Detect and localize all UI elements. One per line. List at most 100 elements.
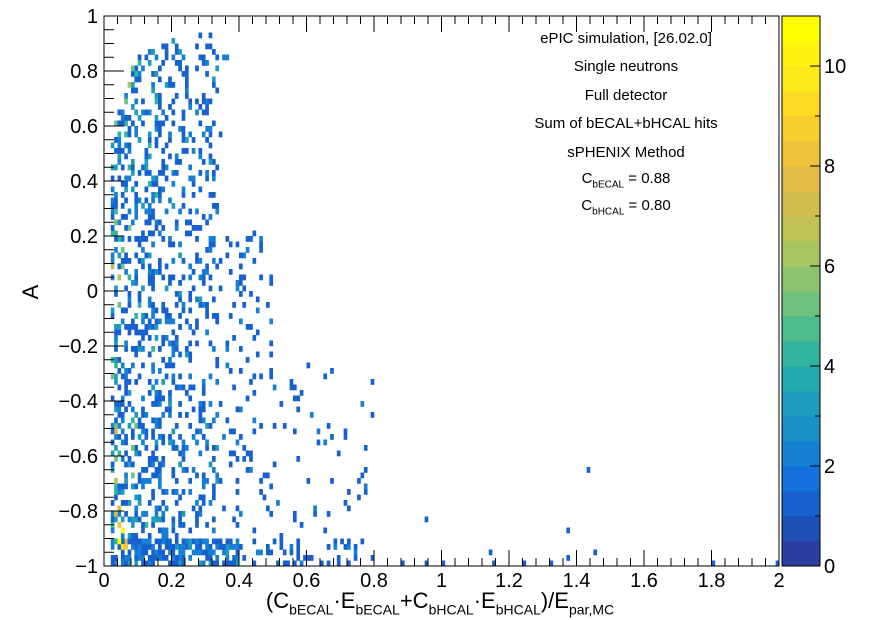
heatmap-cell	[178, 296, 182, 303]
heatmap-cell	[117, 522, 122, 528]
heatmap-cell	[205, 43, 209, 50]
heatmap-cell	[178, 555, 182, 561]
heatmap-cell	[144, 197, 149, 204]
heatmap-cell	[208, 340, 213, 347]
heatmap-cell	[212, 120, 216, 127]
heatmap-cell	[360, 401, 365, 407]
heatmap-cell	[178, 280, 182, 286]
heatmap-cell	[228, 560, 233, 567]
heatmap-cell	[188, 357, 193, 363]
heatmap-cell	[171, 428, 176, 435]
heatmap-cell	[306, 478, 311, 484]
heatmap-cell	[178, 450, 182, 457]
heatmap-cell	[171, 318, 176, 325]
heatmap-cell	[178, 461, 182, 468]
heatmap-cell	[228, 368, 233, 374]
heatmap-cell	[181, 186, 186, 193]
heatmap-cell	[208, 500, 213, 506]
heatmap-cell	[141, 406, 145, 413]
heatmap-cell	[225, 346, 230, 352]
heatmap-cell	[110, 175, 115, 182]
heatmap-cell	[151, 181, 155, 187]
heatmap-cell	[178, 511, 182, 517]
heatmap-cell	[171, 82, 176, 88]
heatmap-cell	[154, 225, 159, 231]
heatmap-cell	[188, 296, 193, 303]
heatmap-cell	[141, 467, 145, 473]
heatmap-cell	[198, 450, 203, 457]
heatmap-cell	[151, 269, 155, 275]
color-scale-swatch	[782, 166, 820, 192]
heatmap-cell	[117, 219, 122, 226]
heatmap-cell	[164, 489, 169, 495]
heatmap-cell	[316, 428, 321, 435]
heatmap-cell	[134, 65, 139, 72]
heatmap-cell	[171, 181, 176, 187]
heatmap-cell	[158, 76, 162, 83]
heatmap-cell	[198, 225, 203, 231]
heatmap-cell	[127, 302, 132, 308]
heatmap-cell	[181, 274, 186, 281]
heatmap-cell	[120, 483, 125, 490]
heatmap-cell	[208, 192, 213, 198]
heatmap-cell	[333, 538, 338, 545]
heatmap-cell	[114, 362, 118, 369]
heatmap-cell	[164, 263, 169, 270]
heatmap-cell	[488, 549, 493, 556]
heatmap-cell	[242, 302, 247, 308]
heatmap-cell	[195, 340, 199, 347]
heatmap-cell	[353, 549, 358, 556]
heatmap-cell	[198, 186, 203, 193]
heatmap-cell	[114, 197, 118, 204]
heatmap-cell	[127, 131, 132, 138]
heatmap-cell	[181, 54, 186, 61]
heatmap-cell	[131, 538, 135, 545]
heatmap-cell	[249, 236, 253, 242]
heatmap-cell	[147, 153, 152, 160]
heatmap-cell	[178, 241, 182, 248]
heatmap-cell	[198, 417, 203, 424]
heatmap-cell	[141, 65, 145, 72]
heatmap-cell	[141, 98, 145, 105]
heatmap-cell	[198, 302, 203, 308]
heatmap-cell	[131, 65, 135, 72]
heatmap-cell	[215, 313, 220, 319]
x-axis-label: (CbECAL·EbECAL+CbHCAL·EbHCAL)/Epar,MC	[266, 588, 614, 618]
x-tick-label: 1	[436, 570, 447, 592]
heatmap-cell	[144, 170, 149, 176]
heatmap-cell	[171, 351, 176, 358]
heatmap-cell	[212, 489, 216, 495]
heatmap-cell	[401, 560, 405, 567]
heatmap-cell	[215, 472, 220, 479]
heatmap-cell	[141, 203, 145, 209]
heatmap-cell	[593, 549, 598, 556]
heatmap-cell	[185, 346, 189, 352]
heatmap-cell	[174, 335, 179, 341]
heatmap-cell	[266, 544, 270, 550]
heatmap-cell	[198, 401, 203, 407]
heatmap-cell	[205, 313, 209, 319]
heatmap-cell	[141, 258, 145, 264]
heatmap-cell	[191, 285, 196, 292]
heatmap-cell	[144, 434, 149, 440]
heatmap-cell	[239, 252, 243, 259]
heatmap-cell	[215, 54, 220, 61]
heatmap-cell	[131, 280, 135, 286]
heatmap-cell	[178, 401, 182, 407]
heatmap-cell	[282, 560, 287, 567]
heatmap-cell	[120, 109, 125, 116]
color-scale-swatch	[782, 16, 820, 42]
heatmap-cell	[147, 230, 152, 237]
heatmap-cell	[201, 159, 206, 165]
color-scale-swatch	[782, 216, 820, 242]
label-subscript: bECAL	[355, 602, 400, 618]
heatmap-cell	[174, 302, 179, 308]
heatmap-cell	[114, 379, 118, 385]
heatmap-cell	[151, 450, 155, 457]
heatmap-cell	[127, 274, 132, 281]
heatmap-cell	[205, 60, 209, 66]
heatmap-cell	[174, 43, 179, 50]
z-tick-label: 6	[824, 256, 835, 278]
heatmap-cell	[114, 401, 118, 407]
heatmap-cell	[161, 170, 166, 176]
